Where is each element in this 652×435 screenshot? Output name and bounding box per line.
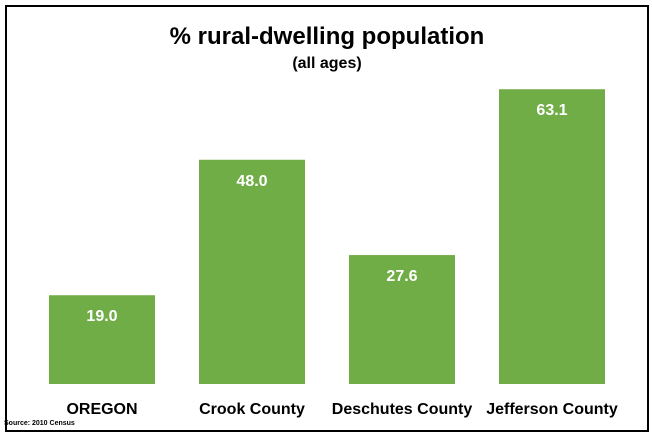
bar-chart-plot: 19.0 OREGON 48.0 Crook County 27.6 Deschutes … <box>49 89 618 418</box>
category-label-oregon: OREGON <box>66 401 137 418</box>
source-note: Source: 2010 Census <box>4 420 75 427</box>
data-label-jefferson-county: 63.1 <box>536 102 567 119</box>
chart-frame: % rural-dwelling population (all ages) 1… <box>5 5 649 432</box>
bar-jefferson-county <box>499 89 605 385</box>
data-label-oregon: 19.0 <box>86 308 117 325</box>
chart-subtitle: (all ages) <box>292 55 362 72</box>
bar-deschutes-county <box>349 255 455 384</box>
data-label-deschutes-county: 27.6 <box>386 268 417 285</box>
category-label-crook-county: Crook County <box>199 401 305 418</box>
bar-crook-county <box>199 159 305 384</box>
chart-title: % rural-dwelling population <box>169 23 485 50</box>
category-label-deschutes-county: Deschutes County <box>332 401 473 418</box>
data-label-crook-county: 48.0 <box>236 173 267 190</box>
bar-oregon <box>49 295 155 384</box>
category-label-jefferson-county: Jefferson County <box>486 401 618 418</box>
